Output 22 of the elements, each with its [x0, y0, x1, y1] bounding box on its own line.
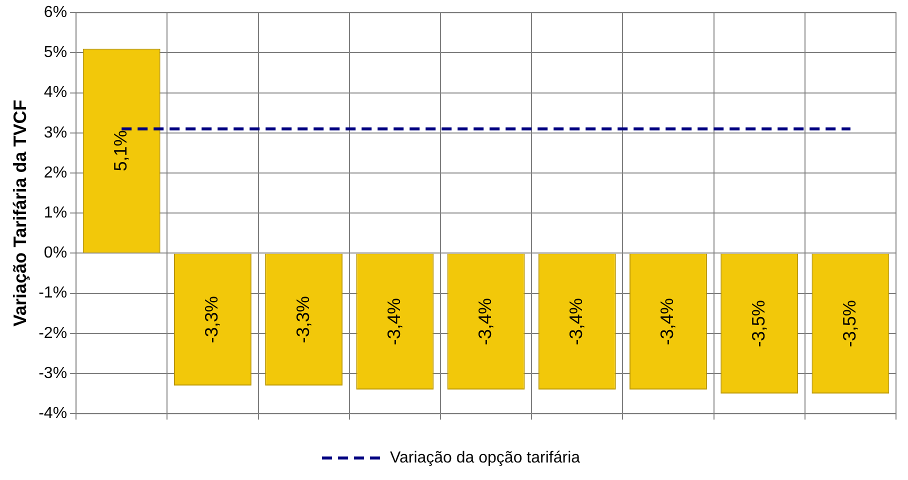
y-tick-label: -2% [38, 324, 68, 342]
y-tick-label: -3% [38, 364, 68, 382]
y-tick-label: 6% [44, 4, 68, 22]
data-label: -3,4% [657, 298, 678, 346]
data-label: -3,3% [292, 296, 313, 344]
y-axis-title: Variação Tarifária da TVCF [10, 100, 30, 326]
y-tick-label: 2% [44, 164, 68, 182]
data-label: 5,1% [110, 130, 131, 172]
y-tick-label: 4% [44, 84, 68, 102]
data-label: -3,4% [384, 298, 404, 346]
data-label: -3,5% [748, 300, 768, 348]
data-label: -3,5% [839, 300, 860, 348]
y-tick-label: 3% [44, 124, 68, 142]
y-tick-label: 5% [44, 44, 68, 62]
y-tick-label: 0% [44, 244, 68, 262]
data-label: -3,4% [474, 298, 495, 346]
y-tick-label: 1% [44, 204, 68, 222]
data-label: -3,4% [566, 298, 586, 346]
legend-label: Variação da opção tarifária [390, 449, 580, 466]
y-tick-label: -1% [38, 284, 68, 302]
data-label: -3,3% [202, 296, 222, 344]
y-tick-label: -4% [38, 405, 68, 422]
